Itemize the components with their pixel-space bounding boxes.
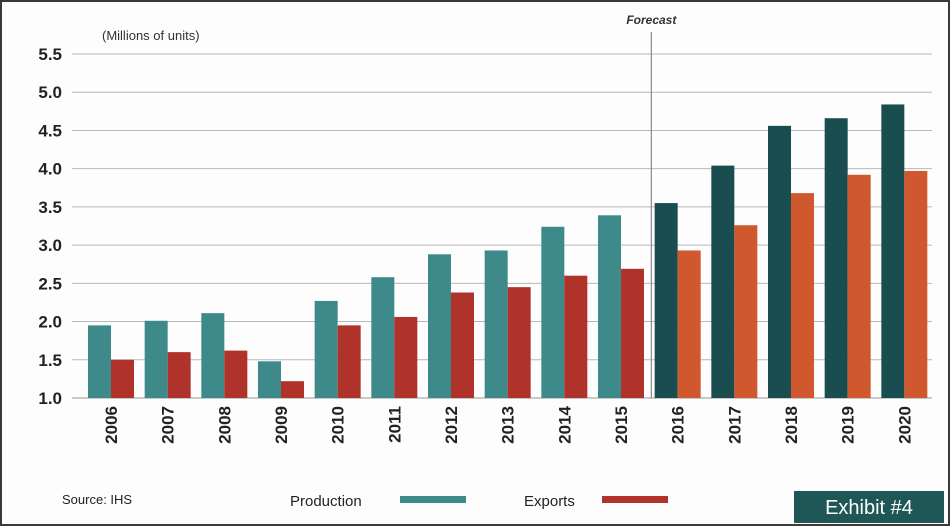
bars xyxy=(88,104,928,399)
bar-production-2013 xyxy=(484,250,508,398)
x-tick-label: 2017 xyxy=(725,406,744,444)
y-tick-label: 1.5 xyxy=(38,351,62,370)
source-note: Source: IHS xyxy=(62,492,132,507)
x-tick-label: 2007 xyxy=(159,406,178,444)
bar-production-2010 xyxy=(314,300,338,398)
bar-exports-2019 xyxy=(847,174,871,398)
bar-exports-2018 xyxy=(791,193,814,398)
bar-exports-2012 xyxy=(451,292,474,398)
bar-production-2019 xyxy=(824,118,848,399)
y-tick-label: 4.0 xyxy=(38,160,62,179)
x-tick-label: 2018 xyxy=(782,406,801,444)
bar-exports-2015 xyxy=(621,268,644,398)
y-tick-label: 3.0 xyxy=(38,236,62,255)
x-tick-label: 2006 xyxy=(102,406,121,444)
bar-production-2020 xyxy=(881,104,905,398)
bar-production-2014 xyxy=(541,226,565,398)
bar-production-2016 xyxy=(654,203,678,398)
exhibit-badge xyxy=(794,491,944,523)
y-tick-label: 2.5 xyxy=(38,274,62,293)
y-tick-label: 1.0 xyxy=(38,389,62,408)
bar-production-2009 xyxy=(258,361,281,398)
bar-exports-2008 xyxy=(224,350,248,398)
x-tick-label: 2010 xyxy=(329,406,348,444)
bar-production-2007 xyxy=(144,320,168,398)
y-tick-label: 4.5 xyxy=(38,121,62,140)
y-tick-label: 2.0 xyxy=(38,313,62,332)
bar-production-2008 xyxy=(201,313,225,398)
y-tick-label: 3.5 xyxy=(38,198,62,217)
x-tick-label: 2009 xyxy=(272,406,291,444)
x-tick-label: 2014 xyxy=(555,405,574,443)
bar-production-2011 xyxy=(371,277,395,398)
bar-exports-2011 xyxy=(394,316,418,398)
bar-production-2015 xyxy=(598,215,621,398)
unit-label: (Millions of units) xyxy=(102,28,200,43)
legend-production-swatch xyxy=(400,496,466,503)
y-tick-label: 5.0 xyxy=(38,83,62,102)
exhibit-label: Exhibit #4 xyxy=(825,497,913,519)
x-tick-label: 2012 xyxy=(442,406,461,444)
bar-exports-2017 xyxy=(734,225,758,398)
bar-exports-2006 xyxy=(111,359,134,398)
x-tick-label: 2016 xyxy=(669,406,688,444)
x-axis: 2006 2007 2008 2009 2010 2011 2012 2013 2014 2015… xyxy=(102,405,914,443)
x-tick-label: 2015 xyxy=(612,406,631,444)
y-axis: 1.0 1.5 2.0 2.5 3.0 3.5 4.0 4.5 5.0 5.5 xyxy=(38,45,62,408)
bar-exports-2010 xyxy=(337,325,361,398)
x-tick-label: 2013 xyxy=(499,406,518,444)
bar-exports-2020 xyxy=(904,170,928,398)
x-tick-label: 2011 xyxy=(385,406,404,443)
bar-production-2012 xyxy=(428,254,451,398)
bar-exports-2013 xyxy=(507,287,531,398)
bar-production-2017 xyxy=(711,165,735,398)
bar-exports-2007 xyxy=(167,352,191,398)
bar-production-2006 xyxy=(88,325,111,398)
forecast-label: Forecast xyxy=(626,13,677,27)
bar-production-2018 xyxy=(768,125,791,398)
y-tick-label: 5.5 xyxy=(38,45,62,64)
legend-exports-swatch xyxy=(602,496,668,503)
x-tick-label: 2020 xyxy=(895,406,914,444)
bar-exports-2014 xyxy=(564,275,588,398)
x-tick-label: 2019 xyxy=(839,406,858,444)
legend-production-label: Production xyxy=(290,493,362,510)
legend-exports-label: Exports xyxy=(524,493,575,510)
x-tick-label: 2008 xyxy=(215,406,234,444)
bar-exports-2009 xyxy=(281,381,304,398)
bar-exports-2016 xyxy=(677,250,701,398)
